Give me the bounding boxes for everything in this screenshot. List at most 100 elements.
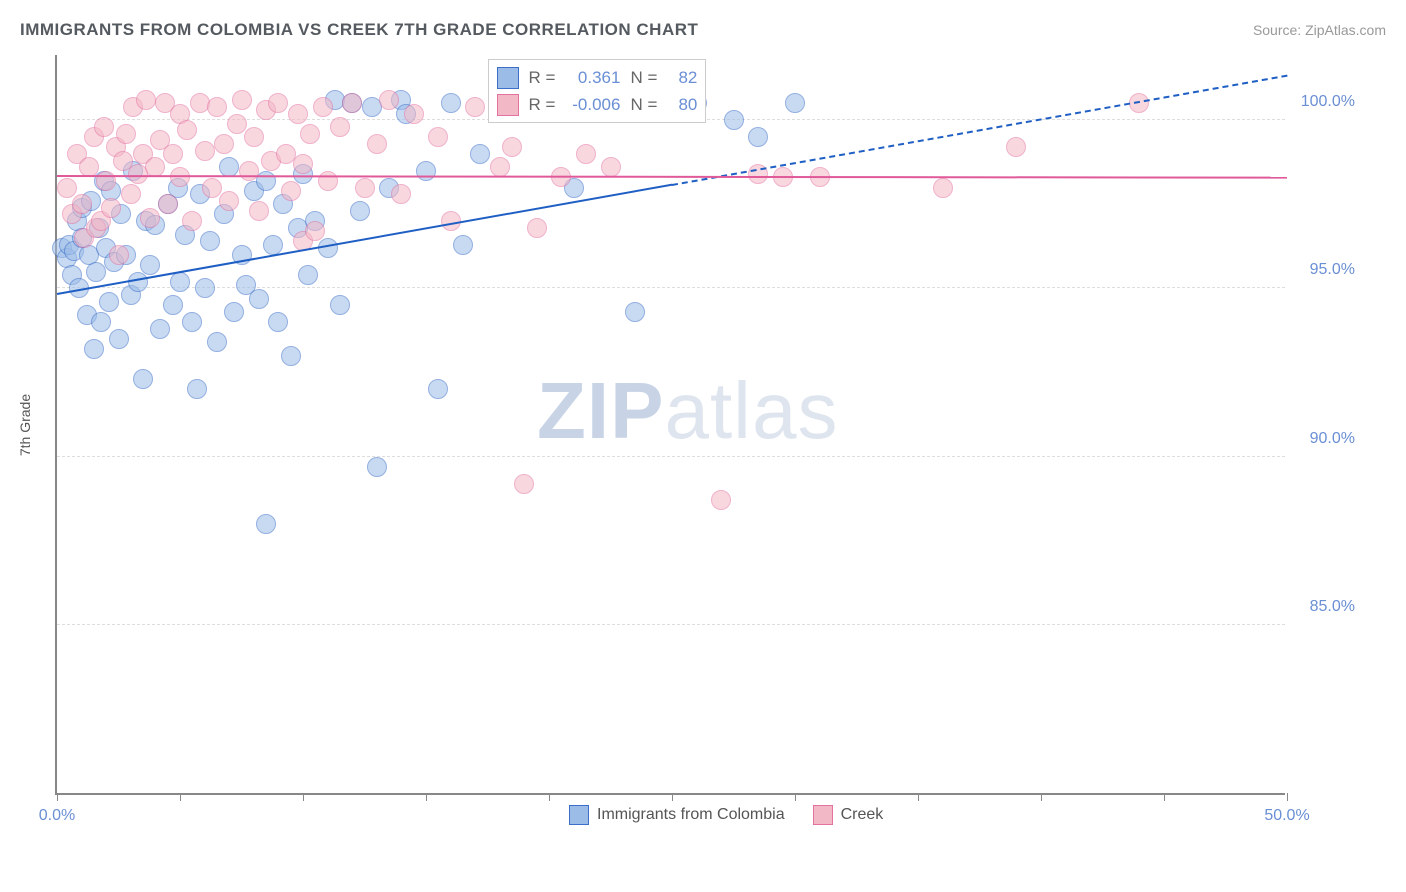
scatter-point: [711, 490, 731, 510]
x-tick: [918, 793, 919, 801]
x-tick: [303, 793, 304, 801]
scatter-point: [318, 171, 338, 191]
correlation-legend: R =0.361N =82R =-0.006N =80: [488, 59, 707, 123]
legend-n-value: 80: [667, 91, 697, 118]
scatter-point: [133, 369, 153, 389]
scatter-point: [514, 474, 534, 494]
legend-swatch: [569, 805, 589, 825]
x-tick: [549, 793, 550, 801]
series-name: Creek: [841, 806, 884, 824]
scatter-point: [576, 144, 596, 164]
gridline: [57, 456, 1285, 457]
scatter-point: [163, 144, 183, 164]
watermark: ZIPatlas: [537, 365, 838, 457]
source-label: Source: ZipAtlas.com: [1253, 22, 1386, 38]
scatter-point: [202, 178, 222, 198]
scatter-point: [748, 127, 768, 147]
y-axis-label: 7th Grade: [17, 394, 33, 456]
scatter-point: [268, 93, 288, 113]
scatter-point: [502, 137, 522, 157]
y-tick-label: 100.0%: [1301, 93, 1355, 111]
scatter-point: [305, 221, 325, 241]
scatter-point: [428, 379, 448, 399]
legend-r-value: 0.361: [565, 64, 620, 91]
x-tick: [1287, 793, 1288, 801]
legend-r-value: -0.006: [565, 91, 620, 118]
scatter-point: [163, 295, 183, 315]
x-tick: [180, 793, 181, 801]
scatter-point: [101, 198, 121, 218]
scatter-point: [724, 110, 744, 130]
scatter-point: [293, 154, 313, 174]
scatter-point: [91, 312, 111, 332]
scatter-point: [140, 255, 160, 275]
scatter-point: [281, 346, 301, 366]
scatter-point: [72, 194, 92, 214]
scatter-point: [214, 134, 234, 154]
legend-swatch: [497, 94, 519, 116]
scatter-point: [187, 379, 207, 399]
scatter-point: [256, 171, 276, 191]
scatter-point: [224, 302, 244, 322]
scatter-point: [57, 178, 77, 198]
series-name: Immigrants from Colombia: [597, 806, 785, 824]
x-tick-label: 50.0%: [1264, 807, 1309, 825]
scatter-point: [625, 302, 645, 322]
scatter-point: [239, 161, 259, 181]
source-prefix: Source:: [1253, 22, 1305, 38]
scatter-point: [170, 167, 190, 187]
x-tick: [1164, 793, 1165, 801]
scatter-point: [470, 144, 490, 164]
x-tick: [795, 793, 796, 801]
scatter-point: [195, 141, 215, 161]
scatter-point: [200, 231, 220, 251]
scatter-point: [355, 178, 375, 198]
x-tick: [57, 793, 58, 801]
scatter-point: [177, 120, 197, 140]
scatter-point: [404, 104, 424, 124]
gridline: [57, 624, 1285, 625]
scatter-point: [219, 191, 239, 211]
watermark-zip: ZIP: [537, 366, 664, 455]
scatter-point: [288, 104, 308, 124]
legend-r-label: R =: [529, 64, 556, 91]
x-tick: [672, 793, 673, 801]
scatter-point: [330, 117, 350, 137]
scatter-point: [441, 93, 461, 113]
legend-row: R =0.361N =82: [497, 64, 698, 91]
scatter-point: [96, 171, 116, 191]
scatter-point: [150, 319, 170, 339]
legend-n-label: N =: [630, 91, 657, 118]
legend-swatch: [497, 67, 519, 89]
watermark-atlas: atlas: [664, 366, 838, 455]
x-tick: [426, 793, 427, 801]
scatter-point: [99, 292, 119, 312]
scatter-point: [465, 97, 485, 117]
scatter-point: [313, 97, 333, 117]
series-legend-item: Immigrants from Colombia: [569, 805, 785, 825]
scatter-point: [367, 457, 387, 477]
scatter-point: [527, 218, 547, 238]
scatter-point: [933, 178, 953, 198]
series-legend-item: Creek: [813, 805, 884, 825]
scatter-point: [244, 127, 264, 147]
series-legend: Immigrants from Colombia Creek: [569, 805, 883, 825]
scatter-point: [428, 127, 448, 147]
scatter-point: [195, 278, 215, 298]
scatter-point: [256, 514, 276, 534]
scatter-point: [453, 235, 473, 255]
scatter-point: [94, 117, 114, 137]
scatter-point: [109, 329, 129, 349]
scatter-point: [263, 235, 283, 255]
source-link[interactable]: ZipAtlas.com: [1305, 22, 1386, 38]
scatter-point: [391, 184, 411, 204]
legend-n-value: 82: [667, 64, 697, 91]
scatter-point: [170, 272, 190, 292]
x-tick: [1041, 793, 1042, 801]
scatter-point: [116, 124, 136, 144]
scatter-point: [84, 339, 104, 359]
scatter-point: [300, 124, 320, 144]
scatter-point: [416, 161, 436, 181]
scatter-point: [207, 97, 227, 117]
scatter-point: [249, 289, 269, 309]
